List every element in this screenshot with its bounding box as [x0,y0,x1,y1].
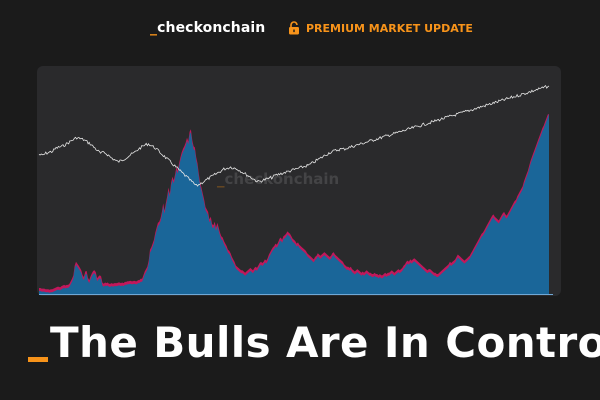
header-bar: _checkonchain PREMIUM MARKET UPDATE [0,14,600,44]
brand-logo[interactable]: _checkonchain [150,20,265,36]
watermark-name: checkonchain [224,170,340,188]
brand-name: checkonchain [157,20,266,36]
brand-prefix: _ [150,20,158,36]
area-series-fill [39,114,549,294]
price-series-line [38,84,550,187]
chart-plot [38,84,553,295]
lock-icon [289,21,299,35]
headline-row: The Bulls Are In Control [28,318,600,368]
premium-label: PREMIUM MARKET UPDATE [306,21,473,35]
headline-title: The Bulls Are In Control [50,318,600,367]
headline-accent-bar [28,357,48,362]
chart-watermark: _checkonchain [217,170,339,188]
premium-badge: PREMIUM MARKET UPDATE [288,21,473,35]
watermark-prefix: _ [217,170,225,188]
